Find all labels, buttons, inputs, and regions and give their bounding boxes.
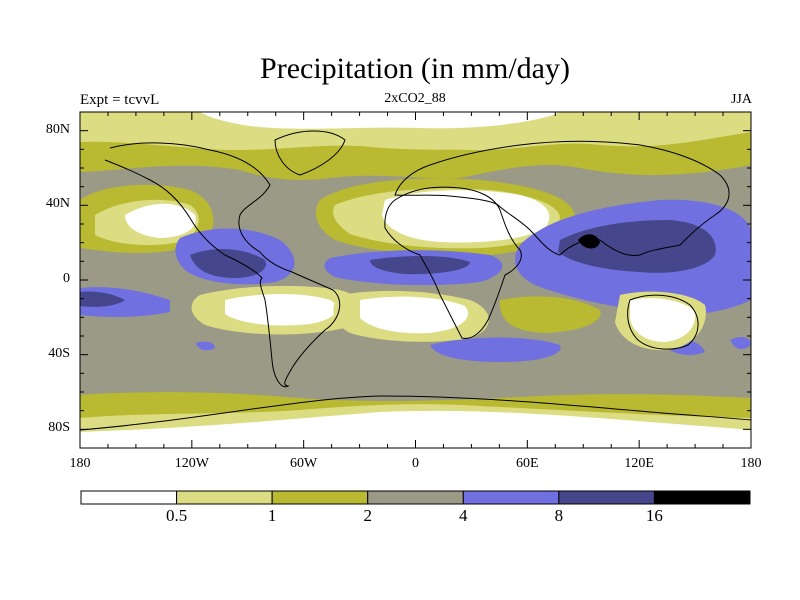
field-indopac-heavy <box>558 220 716 273</box>
colorbar-tick-label: 0.5 <box>165 506 188 525</box>
colorbar-tick-label: 8 <box>554 506 564 525</box>
field-epac-heavy <box>190 248 266 278</box>
africa-coast <box>384 186 522 339</box>
axis-ticks <box>79 112 752 448</box>
field-aus-dry <box>630 298 696 342</box>
lat-tick-label: 0 <box>63 271 70 286</box>
colorbar-swatch <box>367 490 464 505</box>
lat-tick-label: 80S <box>48 420 70 436</box>
run-label: 2xCO2_88 <box>384 91 446 106</box>
field-npac-dry <box>125 203 196 238</box>
field-itcz-wpac-heavy <box>80 291 125 307</box>
lat-tick-label: 40S <box>48 345 70 361</box>
colorbar-tick-label: 16 <box>645 506 663 525</box>
season-label: JJA <box>730 92 752 107</box>
colorbar-swatch <box>271 490 369 505</box>
field-sind-wet <box>430 337 561 362</box>
colorbar-swatch <box>176 490 273 505</box>
coastlines <box>80 130 751 431</box>
antarctica-coast <box>80 395 751 431</box>
colorbar-tick-label: 1 <box>267 506 277 525</box>
field-satl-dry <box>360 296 469 334</box>
field-south-dry <box>80 410 751 448</box>
field-sepac-dry <box>225 294 338 326</box>
lon-tick-label: 120W <box>174 456 209 471</box>
lon-tick-label: 120E <box>624 456 654 471</box>
lat-tick-label: 80N <box>45 121 70 137</box>
lon-tick-label: 60E <box>516 456 539 471</box>
field-npac-edge-wet <box>730 337 751 350</box>
field-atl-heavy <box>370 256 470 275</box>
greenland-coast <box>274 130 346 176</box>
colorbar-swatch <box>653 490 751 505</box>
australia-coast <box>627 294 699 350</box>
lat-tick-label: 40N <box>45 196 70 212</box>
lon-tick-label: 180 <box>69 456 91 471</box>
colorbar-swatch <box>462 490 560 505</box>
lon-tick-label: 0 <box>412 456 419 471</box>
figure-title: Precipitation (in mm/day) <box>260 52 570 85</box>
colorbar-tick-label: 4 <box>459 506 468 525</box>
field-sind-1-2 <box>499 296 601 333</box>
colorbar-tick-label: 2 <box>363 506 372 525</box>
field-bay-bengal-max <box>578 234 600 249</box>
colorbar <box>80 490 751 505</box>
americas-coast <box>104 142 341 388</box>
precipitation-field <box>80 112 751 448</box>
colorbar-swatch <box>80 490 178 505</box>
eurasia-coast <box>394 140 730 257</box>
colorbar-swatch <box>558 490 655 505</box>
experiment-label: Expt = tcvvL <box>80 92 160 108</box>
lon-tick-label: 180 <box>740 456 762 471</box>
field-north-dry <box>200 112 560 129</box>
field-spac-wet <box>196 341 215 351</box>
lon-tick-label: 60W <box>290 456 318 471</box>
